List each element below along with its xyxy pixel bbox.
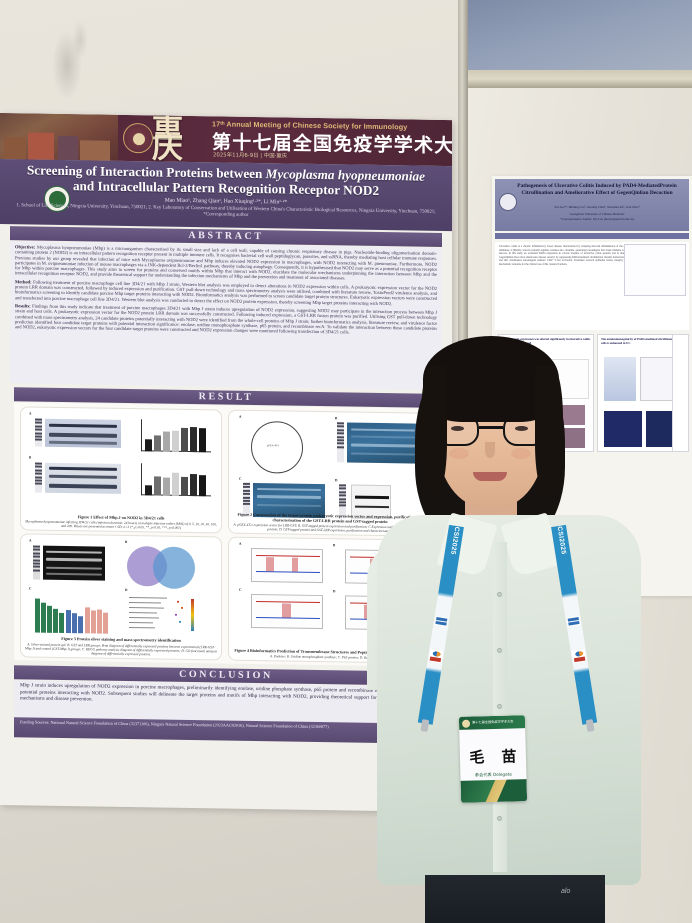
secondary-poster-panel-3 <box>672 334 689 452</box>
conference-attendee: alo CSI2025 CSI2025 <box>355 330 665 923</box>
cheek-left <box>449 448 469 459</box>
shirt-button <box>497 648 502 653</box>
secondary-poster-logo <box>499 193 517 211</box>
secondary-poster-affiliation: Guangzhou University of Chinese Medicine <box>569 212 625 216</box>
lanyard-event-logo-left <box>428 649 444 664</box>
badge-role-label: 参会代表 Delegate <box>474 771 512 778</box>
secondary-poster-authors: Xia Luo¹*, Minling Cao¹, Jiaxiang Chen¹,… <box>554 205 640 209</box>
lanyard-sponsor-logo-right <box>566 615 581 627</box>
lanyard-event-logo-right <box>571 649 587 664</box>
shirt <box>377 515 641 885</box>
secondary-poster-panel-2-heading: The autoimmunogenicity of PAD4-mediated … <box>601 337 685 345</box>
shirt-button <box>497 816 502 821</box>
figure-3-caption-text: A. Silver-stained protein gel; B. GST an… <box>25 642 217 657</box>
poster-title-block: Screening of Interaction Proteins betwee… <box>0 159 452 232</box>
wall-smudge <box>52 30 82 100</box>
banner-seal-icon <box>123 122 153 154</box>
eye-right <box>515 426 528 431</box>
abstract-objective-text: Mycoplasma hyopneumoniae (Mhp) is a micr… <box>15 244 437 281</box>
window-glass <box>468 0 692 78</box>
secondary-poster-title: Pathogenesis of Ulcerative Colitis Induc… <box>517 183 677 196</box>
banner-cityscape-photo <box>0 113 118 161</box>
secondary-poster-pathway-diagram <box>624 244 686 296</box>
abstract-objective: Objective: Mycoplasma hyopneumoniae (Mhp… <box>15 244 437 282</box>
badge-attendee-name: 毛 苗 <box>469 747 523 767</box>
lanyard-text-left: CSI2025 <box>449 526 461 556</box>
lanyard-sponsor-logo-left <box>434 615 449 627</box>
hair-side-left <box>421 366 447 494</box>
lanyard-text-right: CSI2025 <box>555 525 567 556</box>
figure-1-caption-text: Mycoplasma hyopneumoniae infecting 3D4/2… <box>25 519 217 530</box>
badge-footer-bar <box>460 779 528 803</box>
secondary-poster-correspondence: *Correspondence Author: Xia Luo (luoxia@… <box>560 217 634 221</box>
nose <box>485 442 495 458</box>
trousers-brand-label: alo <box>561 888 571 895</box>
wall-smudge-secondary <box>72 20 88 60</box>
trousers <box>425 875 605 923</box>
badge-header-text: 第十七届全国免疫学学术大会 <box>471 719 514 725</box>
mouth <box>473 472 507 481</box>
hair-side-right <box>535 366 563 496</box>
shirt-button <box>497 704 502 709</box>
window-sill <box>468 70 692 88</box>
secondary-poster-band <box>495 233 689 239</box>
banner-date-location: 2025年11月6-9日 | 中国·重庆 <box>213 152 288 160</box>
glasses-bridge <box>479 426 503 429</box>
abstract-method-text: Following treatment of porcine macrophag… <box>15 279 437 306</box>
abstract-method: Method: Following treatment of porcine m… <box>15 279 437 307</box>
shirt-button <box>497 592 502 597</box>
badge-seal-icon <box>461 719 471 728</box>
banner-chongqing-glyph: 重庆 <box>152 113 183 166</box>
eye-left <box>451 426 464 431</box>
figure-3-panel: A B C <box>20 533 222 661</box>
poster-title: Screening of Interaction Proteins betwee… <box>8 162 444 199</box>
figure-1-caption: Figure 1 Effect of Mhp.J on NOD2 in 3D4/… <box>25 514 217 531</box>
lanyard-clip-right <box>585 719 595 732</box>
figure-1-panel: A <box>20 406 222 534</box>
badge-header-bar: 第十七届全国免疫学学术大会 <box>458 715 526 730</box>
cheek-right <box>511 448 531 459</box>
figure-3-caption: Figure 3 Protein silver staining and mas… <box>25 636 217 658</box>
secondary-poster-header: Pathogenesis of Ulcerative Colitis Induc… <box>495 179 689 231</box>
attendee-badge: 第十七届全国免疫学学术大会 毛 苗 参会代表 Delegate <box>458 715 528 803</box>
conference-banner: 重庆 17ᵗʰ Annual Meeting of Chinese Societ… <box>0 113 452 167</box>
